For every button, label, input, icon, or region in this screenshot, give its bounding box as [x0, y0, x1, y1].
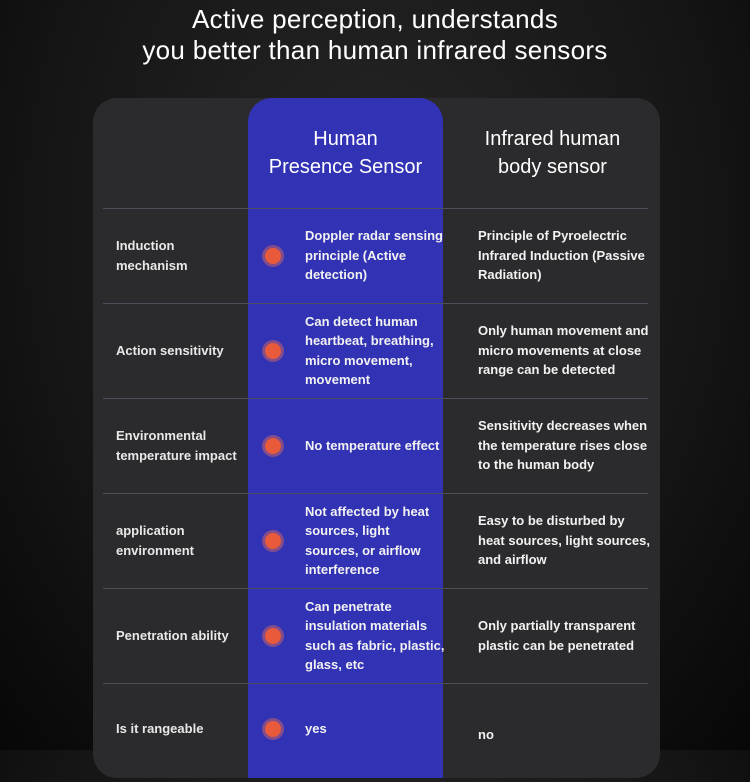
infrared-sensor-cell: Only human movement and micro movements …: [478, 323, 649, 378]
row-label: Action sensitivity: [116, 342, 224, 358]
presence-sensor-cell: Can detect human heartbeat, breathing, m…: [305, 313, 434, 388]
row-divider: [103, 398, 648, 399]
page-title: Active perception, understands you bette…: [0, 4, 750, 66]
infrared-sensor-cell: Easy to be disturbed by heat sources, li…: [478, 513, 650, 568]
row-divider: [103, 493, 648, 494]
table-row: application environment Not affected by …: [0, 493, 750, 588]
row-divider: [103, 303, 648, 304]
presence-sensor-cell: Can penetrate insulation materials such …: [305, 598, 445, 673]
title-line-2: you better than human infrared sensors: [142, 35, 608, 65]
table-row: Action sensitivity Can detect human hear…: [0, 303, 750, 398]
row-divider: [103, 588, 648, 589]
bullet-dot-icon: [265, 720, 281, 737]
infrared-sensor-header: Infrared human body sensor: [455, 125, 650, 181]
presence-sensor-cell: yes: [305, 720, 327, 736]
table-row: Environmental temperature impact No temp…: [0, 398, 750, 493]
bullet-dot-icon: [265, 627, 281, 644]
title-line-1: Active perception, understands: [192, 4, 558, 34]
row-divider: [103, 683, 648, 684]
presence-sensor-cell: Not affected by heat sources, light sour…: [305, 503, 430, 578]
row-label: Penetration ability: [116, 627, 229, 643]
header-line: Infrared human: [484, 128, 621, 150]
table-row: Induction mechanism Doppler radar sensin…: [0, 208, 750, 303]
infrared-sensor-cell: Principle of Pyroelectric Infrared Induc…: [478, 228, 645, 283]
infrared-sensor-cell: Sensitivity decreases when the temperatu…: [478, 418, 648, 473]
header-line: Human: [313, 128, 378, 150]
presence-sensor-header: Human Presence Sensor: [248, 125, 443, 181]
row-label: Induction mechanism: [116, 238, 188, 273]
bullet-dot-icon: [265, 437, 281, 454]
infrared-sensor-cell: no: [478, 726, 494, 742]
row-divider: [103, 208, 648, 209]
infrared-sensor-cell: Only partially transparent plastic can b…: [478, 618, 636, 653]
presence-sensor-column: [248, 98, 443, 778]
presence-sensor-cell: Doppler radar sensing principle (Active …: [305, 228, 443, 283]
header-line: body sensor: [498, 156, 607, 178]
row-label: Is it rangeable: [116, 720, 204, 736]
row-label: Environmental temperature impact: [116, 428, 237, 463]
bullet-dot-icon: [265, 247, 281, 264]
table-row: Is it rangeable yes no: [0, 681, 750, 776]
table-row: Penetration ability Can penetrate insula…: [0, 588, 750, 683]
bullet-dot-icon: [265, 532, 281, 549]
presence-sensor-cell: No temperature effect: [305, 437, 440, 453]
row-label: application environment: [116, 523, 195, 558]
bullet-dot-icon: [265, 342, 281, 359]
header-line: Presence Sensor: [268, 156, 423, 178]
